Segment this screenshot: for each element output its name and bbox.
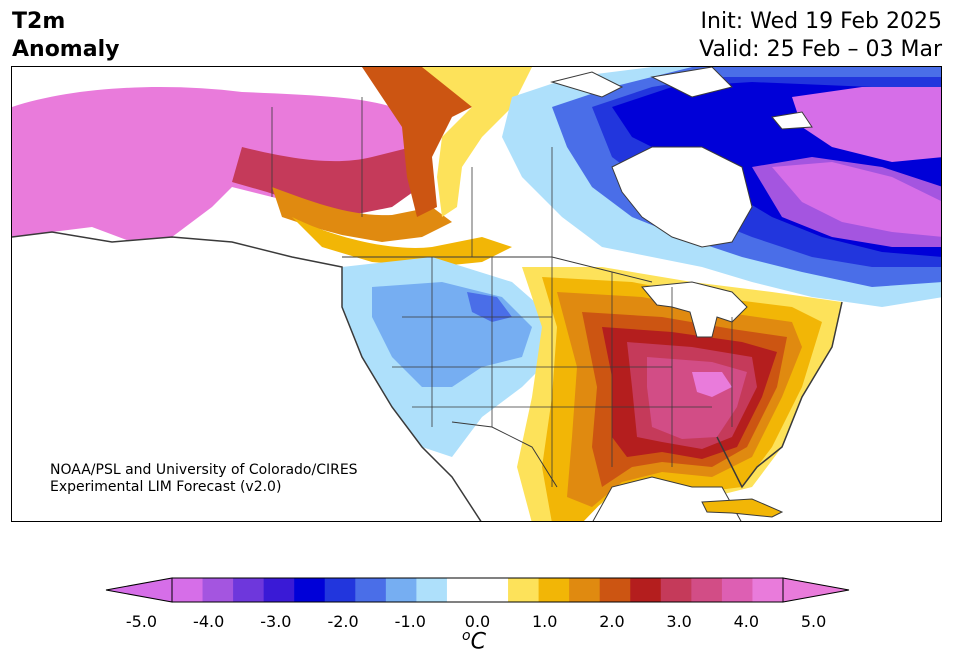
cuba	[701, 498, 784, 518]
anomaly-region-west-blue	[467, 292, 512, 322]
hudson-bay	[611, 146, 753, 248]
colorbar-swatch	[385, 578, 417, 602]
state-lines	[271, 97, 733, 487]
colorbar-outline	[171, 577, 784, 603]
init-date: Init: Wed 19 Feb 2025	[700, 9, 942, 34]
colorbar-swatch	[691, 578, 723, 602]
colorbar-swatch	[660, 578, 692, 602]
map-canvas	[12, 67, 941, 521]
colorbar-tick-label: 1.0	[532, 612, 557, 631]
colorbar-swatch	[233, 578, 265, 602]
anomaly-region-north-yellow	[422, 67, 532, 217]
anomaly-region-labrador-pink	[772, 162, 941, 237]
colorbar-swatch	[202, 578, 234, 602]
colorbar-swatch	[508, 578, 540, 602]
colorbar-tick-label: -2.0	[327, 612, 358, 631]
title-line-2: Anomaly	[12, 37, 120, 62]
anomaly-region-north-orange	[362, 67, 502, 217]
colorbar-tick-label: 3.0	[666, 612, 691, 631]
anomaly-region-yukon-red	[232, 147, 427, 215]
date-info: Init: Wed 19 Feb 2025 Valid: 25 Feb – 03…	[699, 8, 942, 64]
colorbar-tick-label: 2.0	[599, 612, 624, 631]
colorbar-swatch	[263, 578, 295, 602]
unit-superscript: o	[462, 628, 471, 644]
anomaly-map: NOAA/PSL and University of Colorado/CIRE…	[11, 66, 942, 522]
colorbar-tick-label: 0.0	[465, 612, 490, 631]
credit-line-2: Experimental LIM Forecast (v2.0)	[50, 479, 282, 495]
colorbar-tick-label: -5.0	[126, 612, 157, 631]
arctic-islands	[550, 67, 813, 130]
colorbar-swatches	[172, 578, 784, 602]
colorbar-swatch	[294, 578, 326, 602]
anomaly-region-southeast-hotpink	[692, 372, 732, 397]
colorbar-swatch	[446, 578, 478, 602]
coastline-west	[12, 231, 482, 521]
title-line-1: T2m	[12, 9, 66, 34]
anomaly-region-bc-yellow	[292, 217, 512, 267]
colorbar-swatch	[477, 578, 509, 602]
colorbar-swatch	[538, 578, 570, 602]
map-title: T2m Anomaly	[12, 8, 119, 64]
anomaly-region-greenland-pink	[792, 87, 941, 162]
colorbar-swatch	[355, 578, 387, 602]
colorbar-swatch	[599, 578, 631, 602]
colorbar-tick-label: -3.0	[260, 612, 291, 631]
gulf-of-mexico	[592, 476, 742, 521]
colorbar-swatch	[630, 578, 662, 602]
colorbar-swatch	[752, 578, 784, 602]
colorbar-tick-label: -1.0	[395, 612, 426, 631]
credit-text: NOAA/PSL and University of Colorado/CIRE…	[50, 462, 358, 496]
colorbar-ticks: -5.0 -4.0 -3.0 -2.0 -1.0 0.0 1.0 2.0 3.0 4.0 5.0	[126, 612, 826, 631]
colorbar-swatch	[721, 578, 753, 602]
colorbar-under-arrow	[105, 577, 173, 603]
coastline-east	[716, 301, 843, 489]
us-mexico-border	[451, 421, 558, 488]
great-lakes	[641, 281, 748, 338]
unit-base: C	[470, 629, 486, 655]
colorbar-tick-label: 4.0	[734, 612, 759, 631]
colorbar-over-arrow	[782, 577, 850, 603]
pacific-ocean	[12, 232, 481, 521]
unit-label: oC	[462, 628, 486, 654]
colorbar-tick-label: 5.0	[801, 612, 826, 631]
credit-line-1: NOAA/PSL and University of Colorado/CIRE…	[50, 462, 358, 478]
colorbar-swatch	[324, 578, 356, 602]
colorbar-tick-label: -4.0	[193, 612, 224, 631]
colorbar-swatch	[569, 578, 601, 602]
colorbar-swatch	[172, 578, 204, 602]
colorbar-swatch	[416, 578, 448, 602]
valid-date: Valid: 25 Feb – 03 Mar	[699, 37, 942, 62]
